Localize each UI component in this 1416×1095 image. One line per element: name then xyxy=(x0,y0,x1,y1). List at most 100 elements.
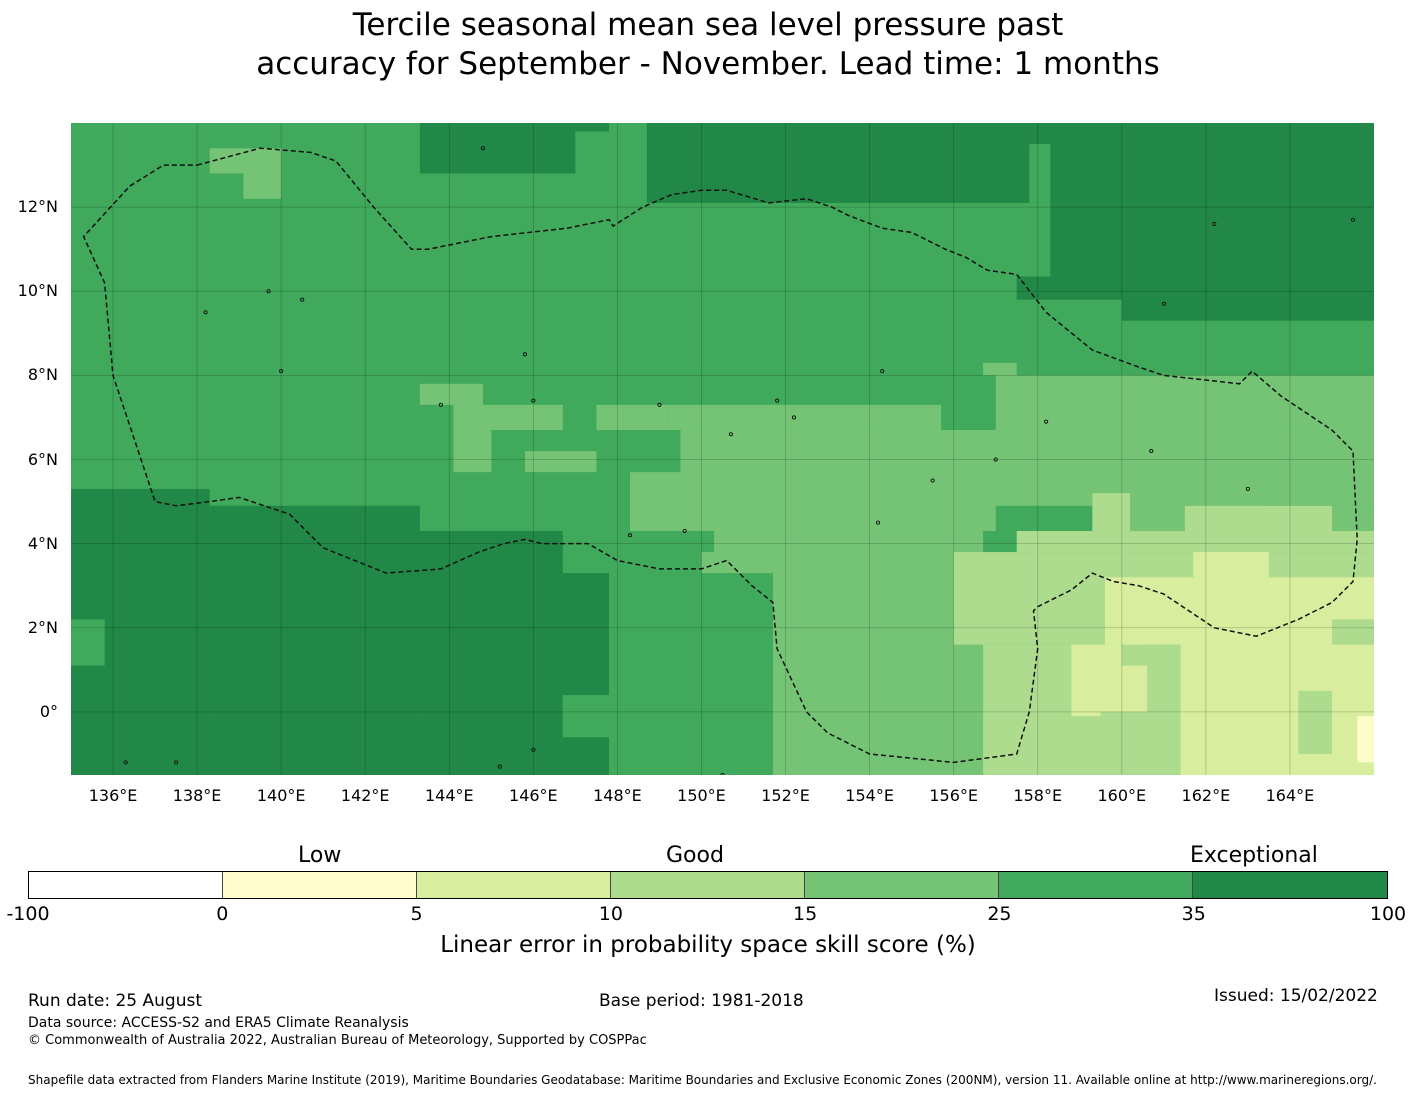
island-outline xyxy=(123,760,128,765)
longitude-tick-label: 136°E xyxy=(88,786,138,805)
skill-cell-c6 xyxy=(680,531,715,553)
island-outline xyxy=(728,432,733,437)
longitude-tick-label: 148°E xyxy=(593,786,642,805)
skill-cell-c5 xyxy=(772,531,984,775)
island-outline xyxy=(993,457,998,462)
colorbar-category-good: Good xyxy=(666,843,724,868)
island-outline xyxy=(875,520,881,525)
skill-cell-c6 xyxy=(71,619,105,666)
colorbar-segment xyxy=(29,872,223,898)
island-outline xyxy=(300,297,305,302)
skill-cell-c3 xyxy=(1180,644,1374,775)
island-outline xyxy=(657,402,662,407)
latitude-tick-label: 0° xyxy=(39,701,58,721)
skill-cell-c6 xyxy=(1029,144,1051,203)
colorbar-tick-label: 35 xyxy=(1181,903,1206,925)
colorbar-segment xyxy=(417,872,611,898)
island-outline xyxy=(522,352,527,357)
skill-cell-c7 xyxy=(575,123,610,132)
skill-cell-c5 xyxy=(667,404,942,431)
colorbar-category-low: Low xyxy=(298,843,342,868)
skill-cell-c5 xyxy=(630,430,996,532)
skill-cell-c5 xyxy=(995,375,1374,431)
skill-cell-c7 xyxy=(1121,299,1374,321)
island-outline xyxy=(480,146,485,151)
skill-cell-c3 xyxy=(1193,552,1269,578)
longitude-tick-label: 138°E xyxy=(172,786,222,805)
map-title: Tercile seasonal mean sea level pressure… xyxy=(0,6,1416,84)
skill-cell-c7 xyxy=(419,123,576,174)
island-outline xyxy=(930,478,935,483)
island-outline xyxy=(266,289,271,294)
latitude-tick-label: 6°N xyxy=(27,449,58,469)
skill-cell-c5 xyxy=(983,430,1374,506)
island-outline xyxy=(1149,449,1154,454)
colorbar-segment xyxy=(1193,872,1387,898)
island-outline xyxy=(203,310,208,315)
island-outline xyxy=(627,533,633,538)
island-outline xyxy=(720,772,725,775)
colorbar-segment xyxy=(611,872,805,898)
colorbar-tick-label: -100 xyxy=(6,903,50,925)
skill-cell-c5 xyxy=(453,430,492,473)
colorbar-segment xyxy=(805,872,999,898)
longitude-tick-label: 146°E xyxy=(509,786,558,805)
colorbar-tick-label: 100 xyxy=(1369,903,1407,925)
longitude-tick-label: 158°E xyxy=(1013,786,1063,805)
shapefile-credit: Shapefile data extracted from Flanders M… xyxy=(28,1073,1377,1087)
data-source: Data source: ACCESS-S2 and ERA5 Climate … xyxy=(28,1015,409,1031)
skill-cell-c6 xyxy=(609,573,773,775)
colorbar-tick-label: 0 xyxy=(216,903,229,925)
island-outline xyxy=(174,760,179,765)
island-outline xyxy=(682,528,687,534)
skill-cell-c7 xyxy=(419,531,563,775)
skill-cell-c2 xyxy=(1357,716,1374,763)
longitude-tick-label: 150°E xyxy=(677,786,726,805)
island-outline xyxy=(531,747,536,752)
map-area[interactable] xyxy=(71,123,1374,775)
longitude-tick-label: 144°E xyxy=(424,786,474,805)
title-line-1: Tercile seasonal mean sea level pressure… xyxy=(352,7,1064,43)
skill-cell-c4 xyxy=(1016,531,1374,553)
skill-cell-c5 xyxy=(524,451,597,473)
colorbar-label: Linear error in probability space skill … xyxy=(440,932,976,958)
base-period: Base period: 1981-2018 xyxy=(599,991,804,1011)
copyright-note: © Commonwealth of Australia 2022, Austra… xyxy=(28,1033,647,1048)
island-outline xyxy=(1044,419,1049,424)
skill-cell-c7 xyxy=(1016,276,1374,300)
island-outline xyxy=(775,398,780,403)
skill-cell-c7 xyxy=(646,123,1374,203)
skill-cell-c4 xyxy=(1100,711,1177,775)
issued-date: Issued: 15/02/2022 xyxy=(1214,986,1378,1006)
colorbar-segment xyxy=(999,872,1193,898)
island-outline xyxy=(1245,486,1250,492)
skill-cell-c5 xyxy=(1331,505,1374,532)
skill-cell-c5 xyxy=(983,362,1017,376)
latitude-tick-label: 12°N xyxy=(17,197,58,217)
latitude-tick-label: 10°N xyxy=(17,281,58,301)
skill-cell-c5 xyxy=(453,404,563,431)
longitude-tick-label: 164°E xyxy=(1265,786,1315,805)
longitude-tick-label: 142°E xyxy=(340,786,390,805)
longitude-tick-label: 154°E xyxy=(845,786,894,805)
skill-cell-c7 xyxy=(1050,202,1374,277)
island-outline xyxy=(880,369,885,374)
latitude-tick-label: 2°N xyxy=(27,617,58,637)
colorbar xyxy=(28,871,1388,899)
longitude-tick-label: 152°E xyxy=(761,786,810,805)
island-outline xyxy=(279,369,284,374)
island-outline xyxy=(531,398,536,403)
skill-cell-c4 xyxy=(1331,619,1374,645)
colorbar-tick-label: 5 xyxy=(410,903,423,925)
skill-cell-c4 xyxy=(1092,493,1131,532)
skill-cell-c7 xyxy=(209,505,420,775)
colorbar-tick-label: 15 xyxy=(793,903,818,925)
longitude-tick-label: 156°E xyxy=(929,786,978,805)
skill-cell-c4 xyxy=(1298,690,1332,754)
longitude-tick-label: 162°E xyxy=(1181,786,1231,805)
colorbar-segment xyxy=(223,872,417,898)
run-date: Run date: 25 August xyxy=(28,991,202,1011)
skill-cell-c4 xyxy=(1121,644,1160,666)
skill-cell-c5 xyxy=(243,173,282,199)
skill-cell-c6 xyxy=(630,430,681,473)
